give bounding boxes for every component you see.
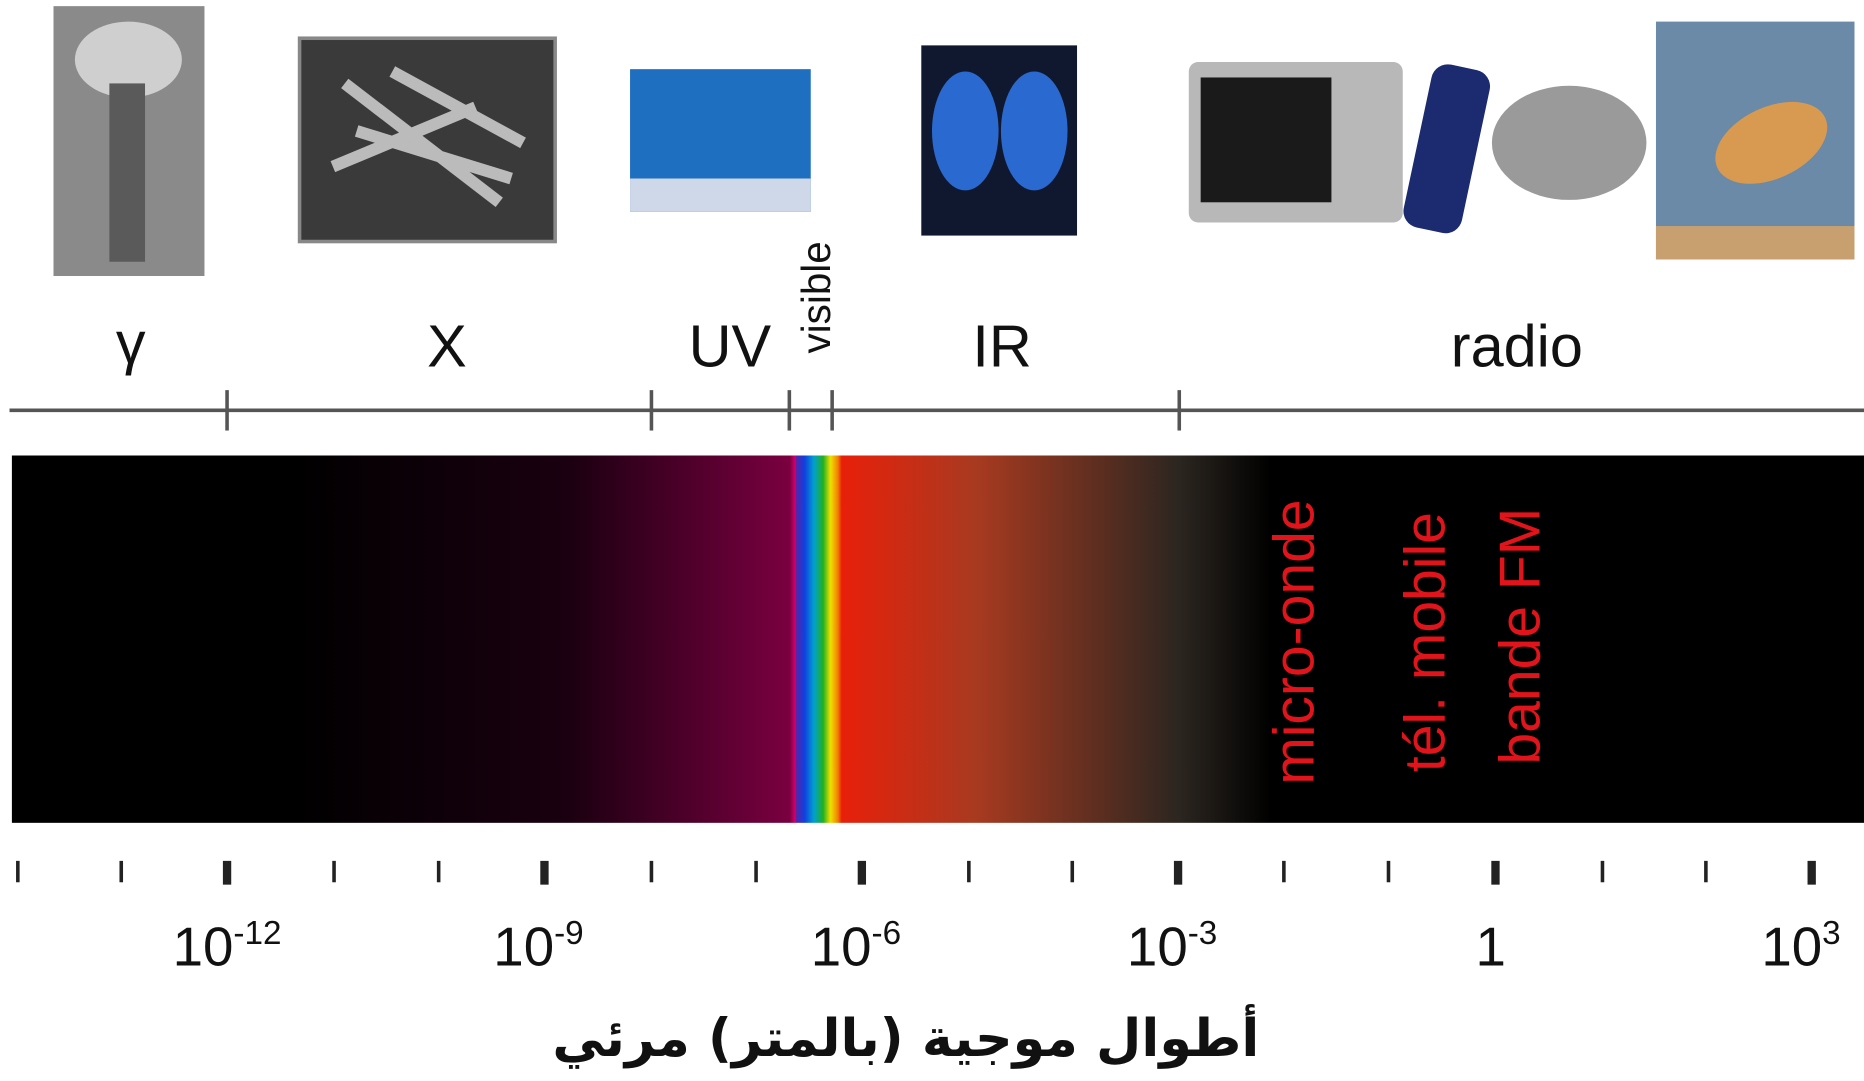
xray-bones [330,66,526,208]
band-axis [9,390,1864,431]
ir-hand-left [932,71,999,191]
band-label: UV [689,312,772,379]
uv-bed [630,178,811,212]
band-label: γ [116,309,146,376]
scale-base: 1 [1476,915,1506,977]
major-tick [1807,860,1816,885]
minor-tick [754,860,758,883]
scale-base: 10 [811,915,872,977]
minor-tick [16,860,20,883]
minor-tick [967,860,971,883]
microwave-window [1200,77,1332,203]
nuclear-cloud [74,21,182,98]
ir-hand-right [1000,71,1068,191]
scale-ticks [16,860,1816,885]
scale-label: 103 [1761,915,1840,977]
antenna-dish [1715,101,1828,184]
application-label: bande FM [1488,508,1552,765]
pictures [53,6,1855,276]
scale-exponent: 3 [1822,915,1841,952]
band-label: X [427,312,467,379]
scale-label: 10-12 [173,915,282,977]
scale-exponent: -3 [1188,915,1218,952]
band-label: IR [972,312,1031,379]
antenna-ground [1655,226,1855,260]
scale-base: 10 [493,915,554,977]
major-tick [1491,860,1500,885]
spectrum-bar [11,455,1864,823]
scale-base: 10 [1761,915,1822,977]
scale-label: 10-3 [1127,915,1217,977]
band-label: visible [793,241,839,353]
minor-tick [1600,860,1605,883]
minor-tick [332,860,336,883]
scale-label: 10-9 [493,915,583,977]
minor-tick [1386,860,1391,883]
minor-tick [119,860,124,883]
major-tick [1173,860,1183,885]
scale-exponent: -6 [872,915,902,952]
axis-title: أطوال موجية (بالمتر) مرئي [552,1004,1259,1069]
minor-tick [1070,860,1075,883]
phone-image [1403,64,1491,234]
radio-image [1491,85,1647,200]
scale-base: 10 [173,915,234,977]
scale-exponent: -9 [554,915,584,952]
application-label: tél. mobile [1393,512,1457,772]
scale-label: 1 [1476,915,1506,977]
band-label: radio [1451,312,1583,379]
minor-tick [436,860,441,883]
scale-label: 10-6 [811,915,901,977]
scale-exponent: -12 [233,915,281,952]
minor-tick [1282,860,1286,883]
application-label: micro-onde [1263,499,1327,784]
scale-base: 10 [1127,915,1188,977]
major-tick [222,860,232,885]
minor-tick [1704,860,1708,883]
major-tick [857,860,867,885]
major-tick [540,860,549,885]
nuclear-stem [109,83,146,262]
minor-tick [649,860,654,883]
